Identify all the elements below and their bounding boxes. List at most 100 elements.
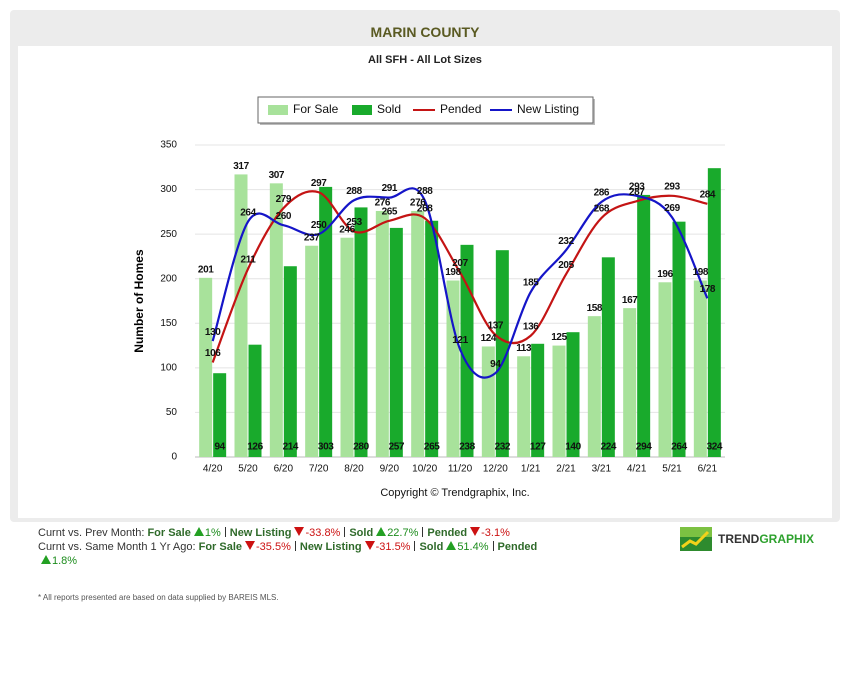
- data-label: 205: [558, 260, 574, 271]
- data-label: 185: [523, 278, 539, 289]
- separator: [224, 527, 226, 537]
- data-label: 269: [664, 203, 680, 214]
- x-tick-label: 10/20: [412, 464, 437, 475]
- line: [211, 187, 709, 379]
- summary-change: 1%: [204, 527, 221, 539]
- separator: [414, 541, 416, 551]
- bar: [707, 168, 721, 458]
- trend-arrow: [294, 527, 305, 536]
- data-label: 260: [276, 211, 292, 222]
- x-tick-label: 4/21: [627, 464, 647, 475]
- summary-label: New Listing: [229, 527, 292, 539]
- data-label: 94: [215, 442, 226, 453]
- data-label: 324: [707, 442, 723, 453]
- data-label: 207: [452, 258, 468, 269]
- summary: Curnt vs. Prev Month: For Sale 1% New List…: [38, 526, 538, 568]
- data-label: 288: [417, 186, 433, 197]
- y-axis-title: Number of Homes: [132, 249, 146, 353]
- bar: [425, 220, 439, 457]
- data-label: 237: [304, 232, 320, 243]
- x-tick-label: 11/20: [448, 464, 473, 475]
- bar: [375, 210, 389, 457]
- bar: [446, 280, 460, 457]
- summary-change: 1.8%: [52, 555, 78, 567]
- data-label: 276: [410, 198, 426, 209]
- trend-arrow: [245, 541, 256, 550]
- data-label: 106: [205, 348, 221, 359]
- data-label: 250: [311, 220, 327, 231]
- legend-label: Sold: [377, 102, 401, 116]
- summary-label: Pended: [497, 541, 538, 553]
- data-label: 257: [389, 442, 405, 453]
- x-tick-label: 5/21: [662, 464, 682, 475]
- data-label: 232: [558, 236, 574, 247]
- y-tick-label: 200: [160, 273, 177, 284]
- summary-row: Curnt vs. Prev Month: For Sale 1% New List…: [38, 526, 538, 540]
- data-label: 287: [629, 187, 645, 198]
- separator: [492, 541, 494, 551]
- bar: [213, 373, 227, 457]
- bar: [672, 221, 686, 457]
- y-tick-label: 350: [160, 140, 177, 151]
- bar: [460, 244, 474, 457]
- bar: [658, 282, 672, 457]
- y-tick-label: 150: [160, 318, 177, 329]
- data-label: 198: [693, 267, 709, 278]
- separator: [422, 527, 424, 537]
- data-label: 286: [594, 188, 610, 199]
- logo-text: GRAPHIX: [759, 532, 815, 546]
- x-tick-label: 9/20: [380, 464, 400, 475]
- x-tick-label: 4/20: [203, 464, 223, 475]
- data-label: 280: [353, 442, 369, 453]
- summary-change: 22.7%: [387, 527, 419, 539]
- data-label: 294: [636, 442, 652, 453]
- bar: [693, 280, 707, 457]
- data-label: 276: [375, 198, 391, 209]
- bar: [340, 237, 354, 457]
- x-tick-label: 1/21: [521, 464, 541, 475]
- data-label: 268: [417, 204, 433, 215]
- y-tick-label: 100: [160, 362, 177, 373]
- bar: [411, 210, 425, 457]
- summary-label: Sold: [419, 541, 444, 553]
- page-title: MARIN COUNTY: [370, 24, 480, 40]
- logo-icon: [680, 527, 712, 551]
- copyright: Copyright © Trendgraphix, Inc.: [380, 487, 529, 499]
- data-label: 264: [240, 207, 256, 218]
- bar: [495, 250, 509, 457]
- summary-change: 51.4%: [457, 541, 489, 553]
- data-label: 265: [424, 442, 440, 453]
- bar: [305, 245, 319, 457]
- data-label: 124: [481, 333, 497, 344]
- data-label: 268: [594, 204, 610, 215]
- summary-label: Sold: [349, 527, 374, 539]
- x-tick-label: 3/21: [592, 464, 612, 475]
- y-tick-label: 300: [160, 184, 177, 195]
- trend-arrow: [376, 527, 387, 536]
- trend-arrow: [470, 527, 481, 536]
- summary-intro: Curnt vs. Prev Month:: [38, 527, 145, 539]
- data-label: 140: [565, 442, 581, 453]
- data-label: 211: [241, 255, 257, 266]
- summary-label: New Listing: [299, 541, 362, 553]
- trend-arrow: [364, 541, 375, 550]
- data-label: 130: [205, 327, 221, 338]
- data-label: 214: [283, 442, 299, 453]
- data-label: 253: [346, 217, 362, 228]
- trend-arrow: [193, 527, 204, 536]
- bar: [637, 194, 651, 458]
- summary-label: For Sale: [198, 541, 243, 553]
- data-label: 158: [587, 303, 603, 314]
- x-tick-label: 5/20: [238, 464, 258, 475]
- y-tick-label: 250: [160, 229, 177, 240]
- bar: [552, 345, 566, 457]
- chart: All SFH - All Lot Sizes Number of Homes …: [132, 54, 725, 499]
- data-label: 293: [664, 181, 680, 192]
- line: [211, 190, 708, 363]
- logo: TREND GRAPHIX: [680, 527, 814, 551]
- x-tick-label: 7/20: [309, 464, 329, 475]
- legend-swatch: [352, 105, 372, 115]
- data-label: 279: [276, 194, 292, 205]
- x-tick-label: 8/20: [344, 464, 364, 475]
